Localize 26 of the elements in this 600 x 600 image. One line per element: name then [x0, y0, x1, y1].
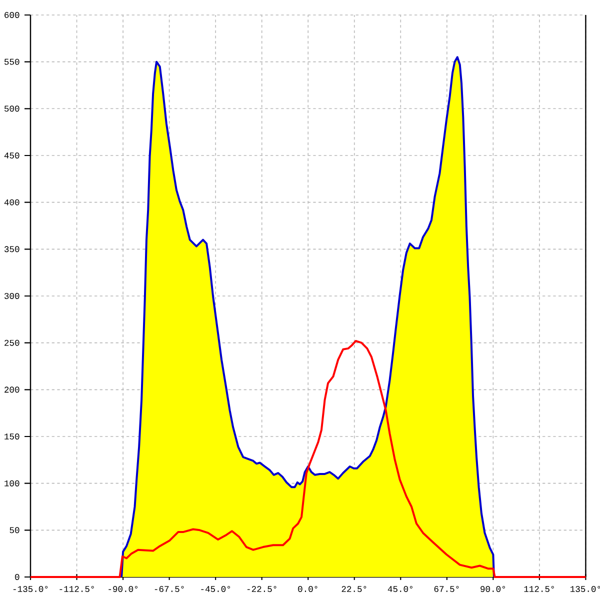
y-tick-label: 250	[4, 340, 20, 346]
y-tick-label: 150	[4, 434, 20, 440]
x-tick-label: 45.0°	[388, 586, 412, 592]
x-tick-label: -112.5°	[60, 586, 94, 592]
y-tick-label: 500	[4, 106, 20, 112]
x-tick-label: -67.5°	[154, 586, 184, 592]
y-tick-label: 100	[4, 480, 20, 486]
x-tick-label: 22.5°	[342, 586, 366, 592]
y-tick-label: 300	[4, 293, 20, 299]
y-tick-label: 350	[4, 246, 20, 252]
y-tick-label: 450	[4, 152, 20, 158]
x-tick-label: 67.5°	[434, 586, 459, 592]
x-tick-label: -90.0°	[108, 586, 138, 592]
y-tick-label: 400	[4, 199, 20, 206]
x-tick-label: -45.0°	[201, 586, 230, 592]
y-tick-label: 550	[4, 58, 20, 65]
x-tick-label: 90.0°	[480, 586, 505, 592]
y-tick-label: 50	[10, 527, 20, 534]
x-tick-label: 112.5°	[524, 586, 554, 592]
x-tick-label: -22.5°	[247, 586, 276, 592]
x-tick-label: 0.0°	[298, 586, 318, 592]
x-tick-label: -135.0°	[13, 586, 48, 592]
x-tick-label: 135.0°	[570, 586, 600, 592]
y-tick-label: 200	[4, 386, 20, 393]
y-tick-label: 0	[15, 574, 20, 580]
y-tick-label: 600	[4, 12, 20, 18]
